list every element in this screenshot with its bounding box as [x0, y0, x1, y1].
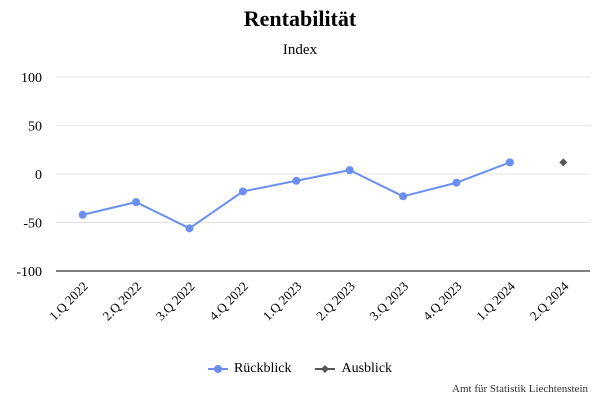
- legend-swatch-rueckblick: [207, 365, 228, 373]
- chart-title: Rentabilität: [243, 6, 357, 31]
- data-point: [399, 192, 408, 201]
- x-tick-label: 1.Q 2023: [260, 279, 305, 324]
- series-line-0: [82, 161, 511, 230]
- data-point: [132, 198, 141, 207]
- data-point: [292, 176, 301, 185]
- legend-item-rueckblick[interactable]: Rückblick: [207, 361, 292, 377]
- x-tick-label: 4.Q 2023: [420, 279, 465, 324]
- chart-legend: Rückblick Ausblick: [0, 361, 600, 377]
- legend-item-ausblick[interactable]: Ausblick: [315, 361, 392, 377]
- y-tick-label: 50: [28, 120, 42, 135]
- data-point-diamond: [559, 158, 568, 167]
- data-point: [452, 178, 461, 187]
- data-point: [238, 187, 247, 196]
- x-tick-label: 2.Q 2024: [527, 278, 572, 323]
- y-tick-label: 0: [35, 168, 42, 183]
- y-tick-label: -100: [16, 265, 42, 280]
- legend-label-rueckblick: Rückblick: [233, 361, 292, 376]
- source-credit: Amt für Statistik Liechtenstein: [452, 383, 588, 395]
- x-tick-label: 4.Q 2022: [206, 279, 251, 324]
- x-tick-label: 3.Q 2023: [366, 279, 411, 324]
- data-point: [78, 210, 87, 219]
- x-tick-label: 2.Q 2023: [313, 279, 358, 324]
- x-tick-label: 1.Q 2022: [46, 279, 91, 324]
- legend-label-ausblick: Ausblick: [341, 361, 393, 376]
- y-tick-label: -50: [23, 217, 42, 232]
- y-tick-label: 100: [21, 71, 42, 86]
- data-point: [345, 166, 354, 175]
- data-point: [185, 224, 194, 233]
- data-point: [505, 158, 514, 167]
- x-tick-label: 3.Q 2022: [153, 279, 198, 324]
- legend-swatch-ausblick: [315, 365, 336, 373]
- x-tick-label: 2.Q 2022: [99, 279, 144, 324]
- chart-subtitle: Index: [282, 42, 318, 58]
- x-tick-label: 1.Q 2024: [473, 278, 518, 323]
